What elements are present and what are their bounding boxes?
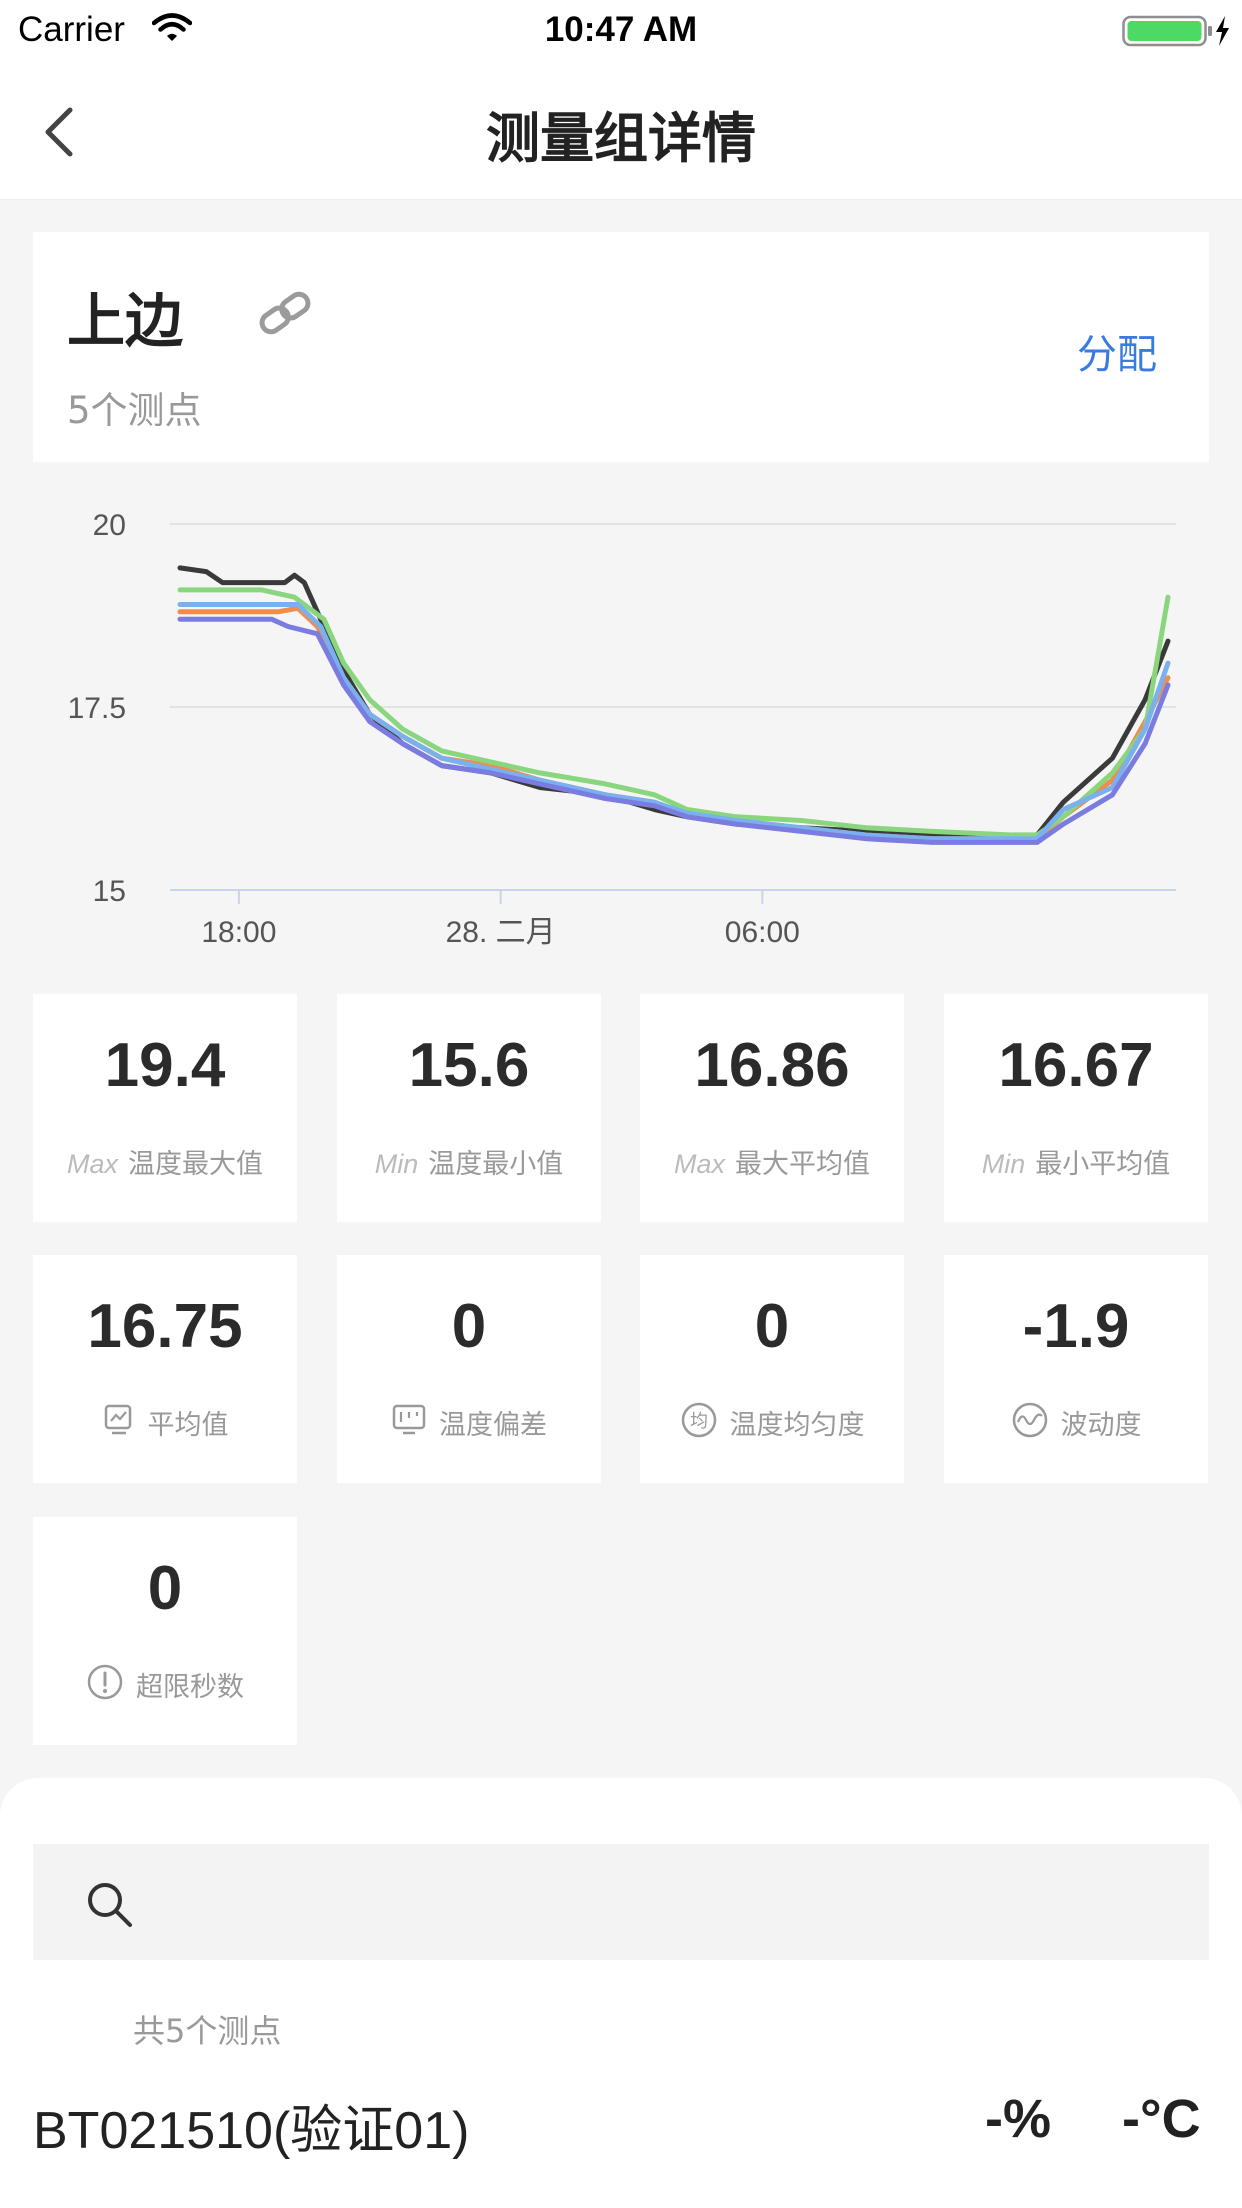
stat-label-row: Min 温度最小值 [337,1142,601,1181]
stat-label-row: 均温度均匀度 [640,1401,904,1446]
stat-label: 最小平均值 [1035,1149,1171,1180]
group-card: 上边 5个测点 分配 [33,232,1209,462]
group-point-count: 5个测点 [67,389,202,432]
stat-label: 平均值 [147,1410,229,1441]
stat-value: 0 [147,1554,183,1623]
search-icon [85,1880,135,1934]
y-tick-label: 20 [93,509,126,542]
stat-card: 19.4 Max 温度最大值 [33,994,297,1222]
stat-label-row: 超限秒数 [33,1663,297,1708]
stat-value: 16.75 [87,1292,243,1361]
assign-button[interactable]: 分配 [1077,332,1157,378]
stat-label: 超限秒数 [136,1672,244,1703]
stat-value: 15.6 [408,1031,530,1100]
chart-svg: 20 17.5 15 18:00 28. 二月 06:00 [68,509,1176,949]
stat-card: 0 超限秒数 [33,1517,297,1745]
y-tick-label: 15 [93,875,126,908]
x-tick-label: 28. 二月 [446,916,556,949]
stat-card: 15.6 Min 温度最小值 [337,994,601,1222]
stat-value: 0 [451,1292,487,1361]
stat-prefix: Min [374,1149,419,1179]
point-list-panel: 共5个测点 BT021510(验证01) -% -°C [0,1778,1242,2208]
stat-value: 0 [754,1292,790,1361]
series-line-1 [177,565,1171,838]
page-title: 测量组详情 [486,107,756,170]
series-line-5 [177,616,1171,845]
stat-label-row: Max 温度最大值 [33,1142,297,1181]
deviation-icon [391,1403,427,1444]
series-line-4 [177,602,1171,842]
stat-card: 16.75 平均值 [33,1255,297,1483]
device-humidity: -% [985,2089,1051,2149]
stat-card: 0 均温度均匀度 [640,1255,904,1483]
stat-label-row: Min 最小平均值 [944,1142,1208,1181]
stat-value: -1.9 [1022,1292,1130,1361]
search-input[interactable] [33,1844,1209,1960]
wifi-icon [151,12,193,48]
stat-label-row: Max 最大平均值 [640,1142,904,1181]
fluctuation-icon [1011,1401,1049,1446]
series-line-3 [177,587,1171,838]
uniformity-icon: 均 [680,1401,718,1446]
stat-label: 温度最大值 [128,1149,263,1180]
status-bar: Carrier 10:47 AM [0,0,1242,62]
group-name: 上边 [67,287,184,355]
x-tick-label: 06:00 [725,916,800,949]
stat-card: 16.86 Max 最大平均值 [640,994,904,1222]
stat-prefix: Min [981,1149,1026,1179]
stat-card: 16.67 Min 最小平均值 [944,994,1208,1222]
battery-charging-icon [1122,14,1232,52]
alert-icon [86,1663,124,1708]
stat-label: 波动度 [1060,1410,1142,1441]
y-tick-label: 17.5 [68,692,126,725]
x-tick-label: 18:00 [201,916,276,949]
stat-card: -1.9 波动度 [944,1255,1208,1483]
stat-card: 0 温度偏差 [337,1255,601,1483]
average-icon [102,1403,136,1444]
stat-prefix: Max [673,1149,725,1179]
stat-value: 19.4 [104,1031,226,1100]
stat-label: 最大平均值 [735,1149,870,1180]
stat-label-row: 平均值 [33,1403,297,1444]
device-name: BT021510(验证01) [33,2102,470,2160]
stat-label: 温度偏差 [439,1410,547,1441]
carrier-label: Carrier [18,10,125,49]
temperature-chart: 20 17.5 15 18:00 28. 二月 06:00 [0,480,1242,960]
nav-bar: 测量组详情 [0,62,1242,200]
stat-value: 16.86 [694,1031,850,1100]
stat-label-row: 波动度 [944,1401,1208,1446]
stat-prefix: Max [66,1149,118,1179]
link-icon[interactable] [255,288,315,342]
stat-label: 温度最小值 [428,1149,564,1180]
stat-label: 温度均匀度 [729,1410,865,1441]
stat-value: 16.67 [998,1031,1154,1100]
stat-label-row: 温度偏差 [337,1403,601,1444]
point-count-label: 共5个测点 [133,2012,282,2050]
back-button[interactable] [36,102,86,162]
status-time: 10:47 AM [544,10,698,49]
list-item[interactable]: BT021510(验证01) -% -°C [0,2070,1242,2180]
device-temperature: -°C [1122,2089,1201,2149]
svg-text:均: 均 [690,1411,708,1432]
